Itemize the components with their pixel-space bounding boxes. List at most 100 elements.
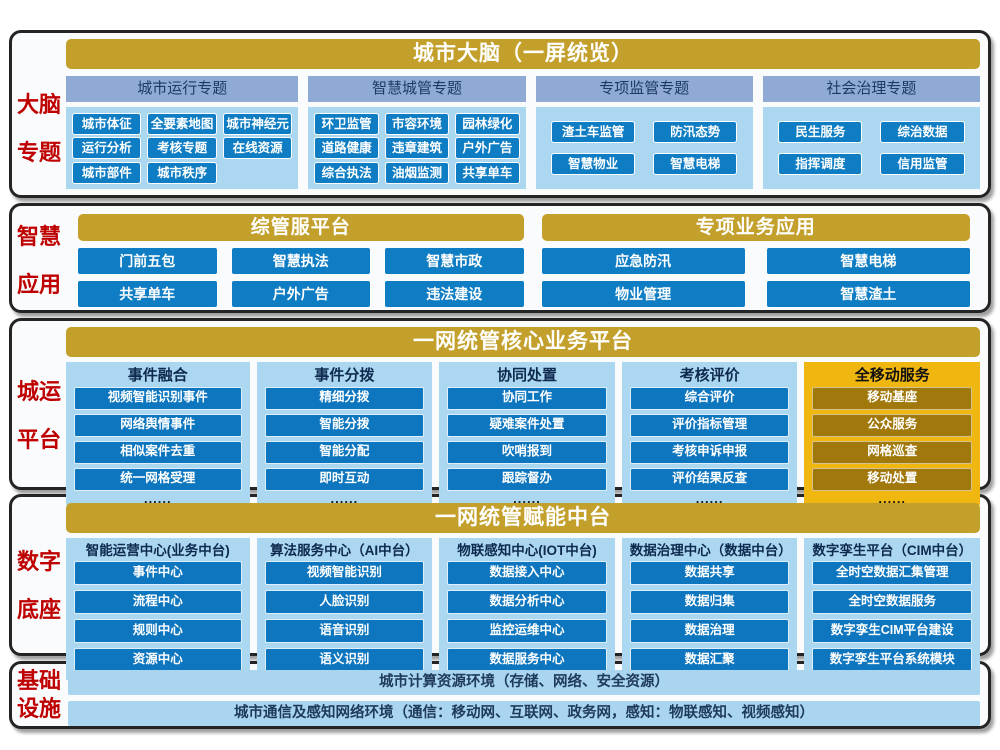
section-core-label: 城运 平台 bbox=[12, 327, 66, 481]
tile: 视频智能识别事件 bbox=[74, 387, 242, 410]
infra-bars: 城市计算资源环境（存储、网络、安全资源） 城市通信及感知网络环境（通信：移动网、… bbox=[66, 670, 980, 726]
tile: 综合评价 bbox=[629, 387, 790, 410]
tile: 数字孪生平台系统模块 bbox=[812, 648, 973, 672]
label-line: 大脑 bbox=[16, 92, 61, 117]
column-panel: 城市体征 全要素地图 城市神经元 运行分析 考核专题 在线资源 城市部件 城市秩… bbox=[66, 107, 299, 189]
tile: 智慧物业 bbox=[551, 153, 636, 176]
tile: 环卫监管 bbox=[314, 112, 379, 135]
tile: 综治数据 bbox=[880, 120, 965, 143]
tile: 语音识别 bbox=[264, 619, 425, 643]
section-infrastructure: 基础 设施 城市计算资源环境（存储、网络、安全资源） 城市通信及感知网络环境（通… bbox=[9, 661, 991, 729]
tile-row: 门前五包 智慧执法 智慧市政 bbox=[78, 248, 524, 274]
column-assessment: 考核评价 综合评价 评价指标管理 考核申诉申报 评价结果反查 ...... bbox=[621, 362, 798, 506]
tile: 人脸识别 bbox=[264, 590, 425, 614]
tile: 统一网格受理 bbox=[74, 468, 242, 491]
app-tile: 智慧渣土 bbox=[766, 281, 970, 307]
label-line: 城运 bbox=[16, 379, 61, 404]
middle-platform-columns: 智能运营中心(业务中台) 事件中心 流程中心 规则中心 资源中心 算法服务中心（… bbox=[66, 538, 981, 680]
column-title: 全移动服务 bbox=[854, 367, 930, 384]
tile-row: 渣土车监管 防汛态势 bbox=[542, 120, 747, 143]
tile: 全时空数据服务 bbox=[812, 590, 973, 614]
column-title: 数据治理中心（数据中台） bbox=[629, 543, 790, 558]
tile: 吹哨报到 bbox=[447, 441, 607, 464]
tile: 城市神经元 bbox=[222, 112, 293, 135]
tile: 防汛态势 bbox=[653, 120, 738, 143]
tile-row: 共享单车 户外广告 违法建设 bbox=[78, 281, 524, 307]
tile: 考核申诉申报 bbox=[629, 441, 790, 464]
more-dots: ...... bbox=[878, 491, 907, 506]
tile: 公众服务 bbox=[812, 414, 973, 437]
more-dots: ...... bbox=[695, 491, 724, 506]
column-title: 事件分拨 bbox=[314, 367, 375, 384]
label-line: 专题 bbox=[16, 140, 61, 165]
label-line: 设施 bbox=[16, 696, 61, 721]
tile: 运行分析 bbox=[72, 137, 142, 159]
column-panel: 渣土车监管 防汛态势 智慧物业 智慧电梯 bbox=[535, 107, 753, 189]
section-header: 城市大脑（一屏统览） bbox=[66, 39, 980, 69]
section-brain-label: 大脑 专题 bbox=[12, 39, 66, 189]
label-line: 智慧 bbox=[16, 224, 61, 249]
infra-bar: 城市计算资源环境（存储、网络、安全资源） bbox=[68, 670, 980, 695]
tile-row: 综合执法 油烟监测 共享单车 bbox=[314, 161, 520, 184]
tile: 油烟监测 bbox=[384, 161, 450, 184]
tile-row: 应急防汛 智慧电梯 bbox=[541, 248, 970, 274]
tile: 流程中心 bbox=[74, 590, 242, 614]
tile: 跟踪督办 bbox=[447, 468, 607, 491]
tile: 精细分拨 bbox=[264, 387, 425, 410]
section-digital-base: 数字 底座 一网统管赋能中台 智能运营中心(业务中台) 事件中心 流程中心 规则… bbox=[9, 494, 991, 680]
label-line: 基础 bbox=[16, 668, 61, 693]
column-title: 协同处置 bbox=[496, 367, 557, 384]
tile: 疑难案件处置 bbox=[447, 414, 607, 437]
tile: 全要素地图 bbox=[147, 112, 217, 135]
tile: 智能分拨 bbox=[264, 414, 425, 437]
column-business-center: 智能运营中心(业务中台) 事件中心 流程中心 规则中心 资源中心 bbox=[66, 538, 250, 680]
tile-row: 城市部件 城市秩序 bbox=[72, 161, 292, 184]
section-apps-label: 智慧 应用 bbox=[12, 212, 66, 304]
tile: 数据共享 bbox=[629, 561, 790, 585]
tile: 道路健康 bbox=[314, 137, 379, 159]
column-header: 城市运行专题 bbox=[66, 76, 299, 102]
label-line: 底座 bbox=[16, 597, 61, 622]
tile: 数字孪生CIM平台建设 bbox=[812, 619, 973, 643]
infra-bar: 城市通信及感知网络环境（通信：移动网、互联网、政务网，感知：物联感知、视频感知） bbox=[68, 701, 980, 726]
tile: 数据治理 bbox=[629, 619, 790, 643]
column-header: 专项监管专题 bbox=[535, 76, 753, 102]
more-dots: ...... bbox=[513, 491, 541, 506]
tile: 渣土车监管 bbox=[551, 120, 636, 143]
tile-row: 城市体征 全要素地图 城市神经元 bbox=[72, 112, 293, 135]
more-dots: ...... bbox=[330, 491, 359, 506]
tile: 园林绿化 bbox=[455, 112, 520, 135]
app-tile: 智慧市政 bbox=[385, 248, 524, 274]
label-line: 平台 bbox=[16, 427, 61, 452]
section-apps: 智慧 应用 综管服平台 门前五包 智慧执法 智慧市政 共享单车 户外广告 违法建… bbox=[9, 203, 991, 313]
tile: 数据服务中心 bbox=[447, 648, 607, 672]
core-columns: 事件融合 视频智能识别事件 网络舆情事件 相似案件去重 统一网格受理 .....… bbox=[66, 362, 981, 506]
column-event-dispatch: 事件分拨 精细分拨 智能分拨 智能分配 即时互动 ...... bbox=[256, 362, 433, 506]
section-core-platform: 城运 平台 一网统管核心业务平台 事件融合 视频智能识别事件 网络舆情事件 相似… bbox=[9, 318, 991, 505]
column-data-center: 数据治理中心（数据中台） 数据共享 数据归集 数据治理 数据汇聚 bbox=[621, 538, 798, 680]
group-header: 专项业务应用 bbox=[541, 214, 970, 241]
tile: 数据分析中心 bbox=[447, 590, 607, 614]
tile: 规则中心 bbox=[74, 619, 242, 643]
column-title: 算法服务中心（AI中台） bbox=[270, 543, 419, 558]
apps-groups: 综管服平台 门前五包 智慧执法 智慧市政 共享单车 户外广告 违法建设 专项业务… bbox=[66, 212, 980, 307]
tile: 智慧电梯 bbox=[653, 153, 738, 176]
tile: 共享单车 bbox=[455, 161, 520, 184]
tile: 语义识别 bbox=[264, 648, 425, 672]
group-special-business: 专项业务应用 应急防汛 智慧电梯 物业管理 智慧渣土 bbox=[541, 214, 970, 307]
column-title: 智能运营中心(业务中台) bbox=[85, 543, 230, 558]
app-tile: 共享单车 bbox=[78, 281, 217, 307]
tile: 智能分配 bbox=[264, 441, 425, 464]
tile: 信用监管 bbox=[880, 153, 965, 176]
app-tile: 户外广告 bbox=[231, 281, 371, 307]
app-tile: 智慧电梯 bbox=[766, 248, 970, 274]
column-event-fusion: 事件融合 视频智能识别事件 网络舆情事件 相似案件去重 统一网格受理 .....… bbox=[66, 362, 250, 505]
tile: 视频智能识别 bbox=[264, 561, 425, 585]
column-panel: 环卫监管 市容环境 园林绿化 道路健康 违章建筑 户外广告 综合执法 油烟监测 bbox=[308, 107, 526, 189]
tile: 协同工作 bbox=[447, 387, 607, 410]
column-header: 社会治理专题 bbox=[762, 76, 981, 102]
tile: 综合执法 bbox=[314, 161, 379, 184]
app-tile: 应急防汛 bbox=[541, 248, 745, 274]
section-digital-label: 数字 底座 bbox=[12, 503, 66, 647]
